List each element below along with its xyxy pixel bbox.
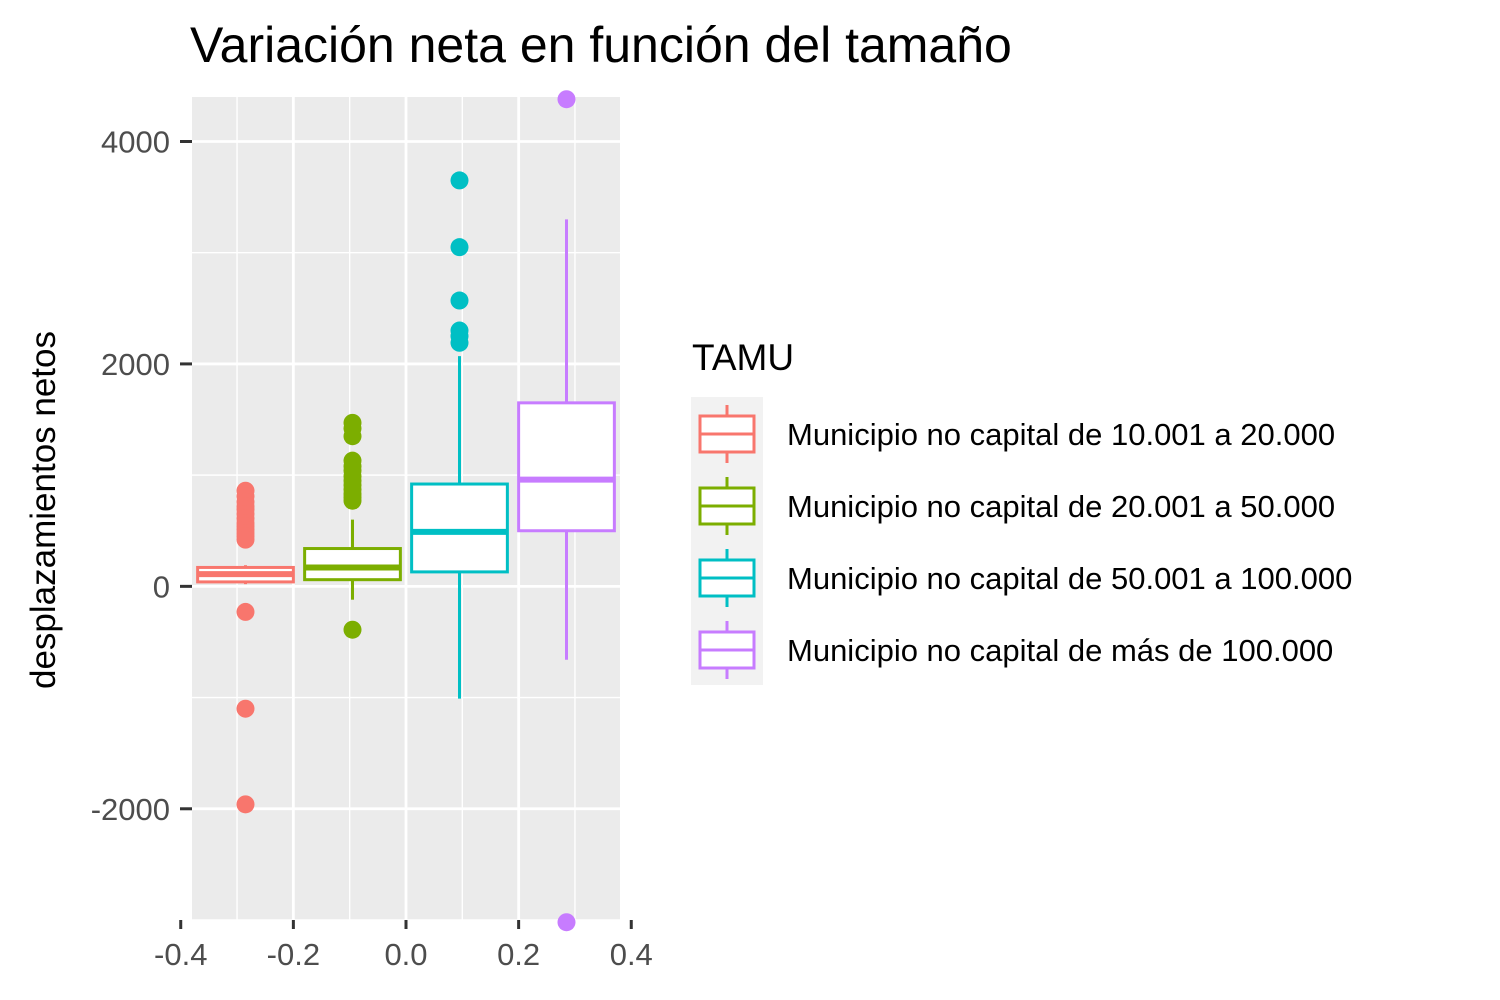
x-tick-label: 0.0: [384, 937, 427, 972]
outlier-point: [450, 333, 469, 352]
box: [517, 401, 616, 533]
y-tick-label: 4000: [101, 124, 170, 159]
y-tick-label: -2000: [91, 792, 170, 827]
legend-item: Municipio no capital de 20.001 a 50.000: [698, 477, 1335, 535]
boxplot-series: [303, 413, 402, 639]
grid-layer: [179, 97, 633, 921]
boxplot-series: [196, 481, 295, 814]
box: [410, 482, 509, 574]
outlier-point: [557, 90, 576, 109]
axes-layer: -0.4 -0.2 0.0 0.2 0.4 -2000 0 2000 4000: [91, 124, 653, 972]
outlier-point: [557, 913, 576, 932]
outlier-point: [236, 795, 255, 814]
legend-item: Municipio no capital de más de 100.000: [698, 621, 1333, 679]
legend-title: TAMU: [692, 337, 794, 378]
legend: TAMU Municipio no capital de 10.001 a 20…: [691, 337, 1352, 685]
y-axis-title: desplazamientos netos: [24, 331, 63, 689]
x-tick-label: -0.4: [154, 937, 207, 972]
outlier-point: [236, 530, 255, 549]
legend-label: Municipio no capital de 20.001 a 50.000: [787, 489, 1335, 524]
legend-label: Municipio no capital de 10.001 a 20.000: [787, 417, 1335, 452]
x-tick-label: 0.4: [610, 937, 653, 972]
outlier-point: [236, 602, 255, 621]
outlier-point: [343, 427, 362, 446]
y-tick-label: 2000: [101, 347, 170, 382]
boxes-layer: [196, 90, 616, 932]
legend-item: Municipio no capital de 50.001 a 100.000: [698, 549, 1352, 607]
legend-label: Municipio no capital de más de 100.000: [787, 633, 1333, 668]
outlier-point: [450, 291, 469, 310]
legend-item: Municipio no capital de 10.001 a 20.000: [698, 405, 1335, 463]
x-tick-label: -0.2: [267, 937, 320, 972]
outlier-point: [450, 171, 469, 190]
boxplot-series: [517, 90, 616, 932]
y-tick-label: 0: [153, 569, 170, 604]
chart-title: Variación neta en función del tamaño: [190, 17, 1012, 73]
legend-items: Municipio no capital de 10.001 a 20.000 M…: [698, 405, 1352, 679]
outlier-point: [236, 699, 255, 718]
outlier-point: [343, 491, 362, 510]
outlier-point: [450, 238, 469, 257]
boxplot-series: [410, 171, 509, 699]
outlier-point: [343, 620, 362, 639]
x-tick-label: 0.2: [497, 937, 540, 972]
legend-label: Municipio no capital de 50.001 a 100.000: [787, 561, 1352, 596]
box: [303, 547, 402, 582]
